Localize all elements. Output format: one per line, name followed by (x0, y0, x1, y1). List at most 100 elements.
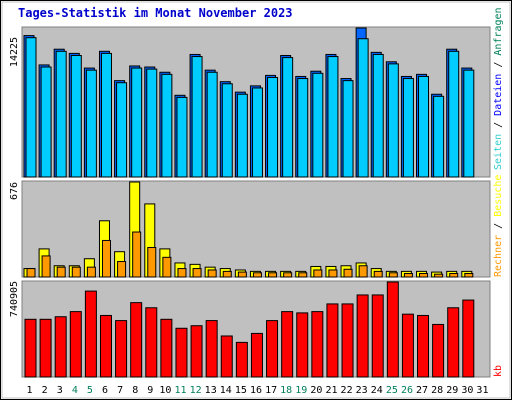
bar-kb-16 (250, 332, 263, 378)
bar-rechner-27 (419, 272, 429, 278)
bar-rechner-1 (26, 268, 36, 278)
x-tick-label-28: 28 (431, 385, 443, 396)
bar-seiten-27 (418, 75, 430, 178)
x-tick-label-2: 2 (42, 385, 48, 396)
legend-middle-item-rechner: Rechner (493, 235, 504, 277)
middle-max-label: 676 (9, 182, 20, 200)
bar-rechner-10 (162, 256, 172, 278)
bar-kb-12 (190, 325, 203, 378)
legend-top: Seiten / Dateien / Anfragen (493, 7, 504, 170)
bar-seiten-28 (433, 95, 445, 178)
bar-rechner-20 (313, 269, 323, 278)
x-tick-label-20: 20 (310, 385, 322, 396)
x-tick-label-21: 21 (325, 385, 337, 396)
bar-seiten-8 (131, 67, 143, 178)
bar-rechner-25 (388, 272, 398, 278)
bar-kb-24 (371, 294, 384, 378)
bar-rechner-7 (117, 261, 127, 278)
bar-kb-11 (175, 327, 188, 378)
x-tick-label-9: 9 (147, 385, 153, 396)
chart-title: Tages-Statistik im Monat November 2023 (18, 6, 293, 20)
bar-kb-10 (160, 318, 173, 378)
bar-seiten-16 (251, 87, 263, 178)
bar-seiten-10 (161, 73, 173, 178)
x-tick-label-7: 7 (117, 385, 123, 396)
bottom-max-label: 740905 (9, 281, 20, 317)
bar-seiten-4 (70, 54, 82, 178)
bar-rechner-9 (147, 246, 157, 278)
legend-top-item-anfragen: Anfragen (493, 7, 504, 55)
bar-seiten-20 (312, 72, 324, 178)
bar-kb-22 (341, 303, 354, 378)
bar-kb-23 (356, 294, 369, 378)
x-tick-label-22: 22 (341, 385, 353, 396)
x-tick-label-31: 31 (476, 385, 488, 396)
bar-rechner-28 (434, 273, 444, 278)
bar-kb-25 (386, 281, 399, 378)
legend-top-separator-1: / (493, 116, 504, 134)
x-tick-label-29: 29 (446, 385, 458, 396)
x-tick-label-4: 4 (72, 385, 78, 396)
bar-seiten-13 (206, 71, 218, 178)
bar-kb-29 (447, 307, 460, 378)
bar-rechner-24 (373, 270, 383, 278)
bar-rechner-4 (71, 266, 81, 278)
legend-top-separator-2: / (493, 56, 504, 74)
x-tick-label-8: 8 (132, 385, 138, 396)
bar-rechner-2 (41, 255, 51, 278)
bar-seiten-21 (327, 56, 339, 178)
bar-rechner-5 (86, 266, 96, 278)
x-tick-label-25: 25 (386, 385, 398, 396)
bar-kb-9 (145, 307, 158, 378)
bar-seiten-24 (372, 53, 384, 178)
bar-rechner-19 (298, 272, 308, 278)
bar-seiten-9 (146, 68, 158, 178)
x-tick-label-3: 3 (57, 385, 63, 396)
bar-seiten-30 (463, 69, 475, 178)
bar-rechner-12 (192, 268, 202, 278)
bar-rechner-21 (328, 269, 338, 278)
bar-kb-14 (220, 335, 233, 378)
x-tick-label-14: 14 (220, 385, 232, 396)
bar-rechner-18 (283, 272, 293, 278)
bar-seiten-29 (448, 50, 460, 178)
bar-kb-6 (99, 314, 112, 378)
legend-middle-separator-1: / (493, 217, 504, 235)
bar-rechner-22 (343, 268, 353, 278)
bar-seiten-26 (402, 78, 414, 178)
bar-rechner-29 (449, 272, 459, 278)
bar-kb-1 (24, 318, 37, 378)
bar-rechner-26 (403, 272, 413, 278)
x-tick-label-24: 24 (371, 385, 383, 396)
bar-kb-30 (462, 299, 475, 378)
bar-seiten-17 (267, 76, 279, 178)
bar-seiten-23 (357, 38, 369, 178)
bar-kb-7 (115, 320, 128, 378)
x-tick-label-23: 23 (356, 385, 368, 396)
bar-kb-18 (281, 311, 294, 378)
bar-rechner-15 (237, 271, 247, 278)
x-tick-label-15: 15 (235, 385, 247, 396)
legend-middle-item-besuche: Besuche (493, 175, 504, 217)
bar-seiten-19 (297, 78, 309, 178)
x-tick-label-16: 16 (250, 385, 262, 396)
bar-seiten-1 (25, 37, 37, 178)
bar-kb-4 (69, 311, 82, 378)
x-tick-label-18: 18 (280, 385, 292, 396)
bar-seiten-2 (40, 66, 52, 178)
bar-kb-3 (54, 316, 67, 378)
legend-top-item-seiten: Seiten (493, 134, 504, 170)
bar-rechner-23 (358, 265, 368, 278)
x-tick-label-13: 13 (205, 385, 217, 396)
bar-rechner-14 (222, 270, 232, 278)
bar-rechner-16 (252, 272, 262, 278)
bar-kb-28 (432, 323, 445, 378)
bar-rechner-6 (101, 239, 111, 278)
bar-rechner-8 (132, 231, 142, 278)
bar-kb-27 (417, 314, 430, 378)
bar-seiten-7 (116, 82, 128, 178)
legend-middle: Rechner / Besuche (493, 175, 504, 277)
x-tick-label-6: 6 (102, 385, 108, 396)
